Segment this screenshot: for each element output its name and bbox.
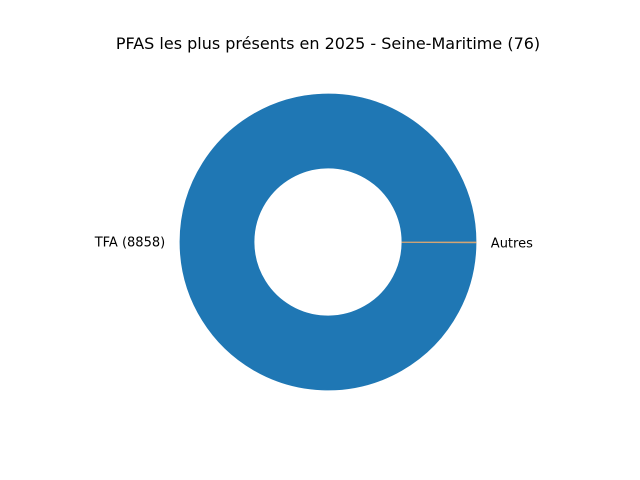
donut-slice-1: [401, 241, 477, 244]
slice-label-0: TFA (8858): [94, 236, 165, 251]
slice-label-1: Autres: [491, 236, 533, 251]
donut-slices: [179, 93, 477, 391]
donut-slice-0: [179, 93, 477, 391]
chart-title: PFAS les plus présents en 2025 - Seine-M…: [116, 34, 540, 53]
slice-labels: TFA (8858) Autres: [94, 236, 533, 252]
